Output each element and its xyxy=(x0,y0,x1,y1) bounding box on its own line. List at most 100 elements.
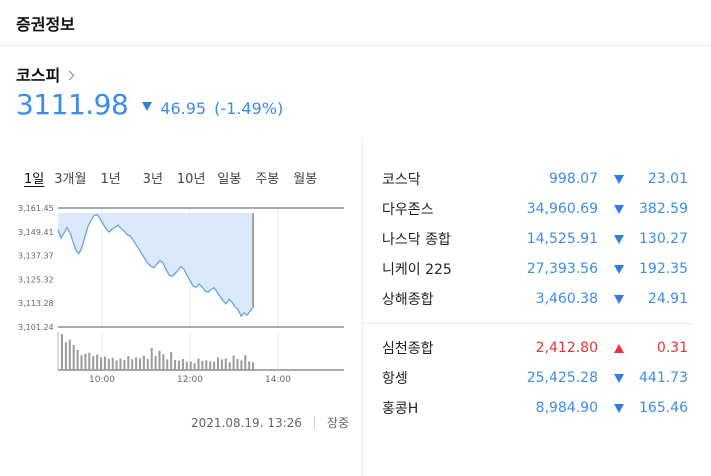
volume-bar xyxy=(228,362,231,370)
market-name[interactable]: 다우존스 xyxy=(382,202,434,218)
market-name[interactable]: 상해종합 xyxy=(382,292,434,308)
volume-bar xyxy=(166,359,169,370)
period-tabs: 1일 3개월 1년 3년 10년 일봉 주봉 월봉 xyxy=(24,168,317,187)
market-name[interactable]: 홍콩H xyxy=(382,401,419,417)
market-value: 3,460.38 xyxy=(535,291,598,307)
y-tick-label: 3,161.45 xyxy=(18,204,54,213)
column-divider xyxy=(362,138,363,476)
volume-bar xyxy=(72,345,75,370)
market-name[interactable]: 니케이 225 xyxy=(382,262,452,278)
market-row[interactable]: 나스닥 종합 14,525.91 130.27 xyxy=(382,224,692,254)
volume-bar xyxy=(142,355,145,370)
market-row[interactable]: 상해종합 3,460.38 24.91 xyxy=(382,284,692,314)
down-arrow-icon xyxy=(614,174,624,184)
volume-bar xyxy=(232,355,235,370)
market-list: 코스닥 998.07 23.01 다우존스 34,960.69 382.59 나스닥 종합 1… xyxy=(362,164,692,423)
market-change: 24.91 xyxy=(598,291,692,307)
volume-bar xyxy=(123,359,126,370)
market-name[interactable]: 심천종합 xyxy=(382,341,434,357)
volume-bar xyxy=(100,357,102,370)
volume-bar xyxy=(111,358,114,370)
volume-bar xyxy=(61,334,63,370)
market-change-value: 192.35 xyxy=(639,261,688,277)
volume-bar xyxy=(92,356,95,370)
index-change: 46.95 xyxy=(160,99,207,118)
y-tick-label: 3,125.32 xyxy=(18,275,54,284)
market-change: 165.46 xyxy=(598,400,692,416)
volume-bar xyxy=(107,359,110,370)
market-name[interactable]: 나스닥 종합 xyxy=(382,232,451,248)
volume-bar xyxy=(244,355,247,370)
volume-bar xyxy=(131,359,134,370)
intraday-chart: 3,161.45 3,149.41 3,137.37 3,125.32 3,113.28… xyxy=(10,196,350,386)
y-tick-label: 3,113.28 xyxy=(18,299,54,308)
volume-bar xyxy=(103,356,106,370)
index-price-row: 3111.98 46.95 (-1.49%) xyxy=(16,88,283,121)
market-change-value: 24.91 xyxy=(647,291,688,307)
market-row[interactable]: 홍콩H 8,984.90 165.46 xyxy=(382,393,692,423)
index-link[interactable]: 코스피 xyxy=(16,62,75,86)
market-row[interactable]: 코스닥 998.07 23.01 xyxy=(382,164,692,194)
tab-2[interactable]: 1년 xyxy=(100,172,121,187)
market-name[interactable]: 항셍 xyxy=(382,371,408,387)
volume-bar xyxy=(236,359,239,370)
volume-bar xyxy=(178,360,180,370)
chart-footer: 2021.08.19. 13:26 장중 xyxy=(191,414,349,431)
volume-bar xyxy=(205,360,208,370)
volume-bar xyxy=(224,358,227,370)
market-value: 34,960.69 xyxy=(526,201,598,217)
down-arrow-icon xyxy=(614,204,624,214)
tab-5[interactable]: 일봉 xyxy=(217,172,242,187)
market-row[interactable]: 심천종합 2,412.80 0.31 xyxy=(382,333,692,363)
market-change-value: 382.59 xyxy=(639,201,688,217)
market-row[interactable]: 항셍 25,425.28 441.73 xyxy=(382,363,692,393)
market-value: 2,412.80 xyxy=(535,340,598,356)
tab-1[interactable]: 3개월 xyxy=(54,172,87,187)
volume-bar xyxy=(146,359,149,370)
down-arrow-icon xyxy=(142,102,153,111)
market-change: 192.35 xyxy=(598,261,692,277)
volume-bar xyxy=(139,358,141,370)
market-change: 130.27 xyxy=(598,231,692,247)
chevron-right-icon xyxy=(64,70,75,80)
volume-bar xyxy=(193,363,196,370)
volume-bar xyxy=(197,358,200,370)
market-change-value: 441.73 xyxy=(639,370,688,386)
market-row[interactable]: 니케이 225 27,393.56 192.35 xyxy=(382,254,692,284)
footer-separator xyxy=(313,416,315,429)
volume-bar xyxy=(84,353,87,370)
x-tick-label: 12:00 xyxy=(177,375,203,385)
tab-3[interactable]: 3년 xyxy=(142,172,163,187)
market-change-value: 23.01 xyxy=(647,171,688,187)
volume-bar xyxy=(88,352,91,370)
market-change: 441.73 xyxy=(598,370,692,386)
market-value: 14,525.91 xyxy=(526,231,598,247)
market-value: 998.07 xyxy=(549,171,598,187)
index-price: 3111.98 xyxy=(16,88,129,121)
tab-0[interactable]: 1일 xyxy=(24,172,45,187)
index-change-percent: (-1.49%) xyxy=(214,99,284,118)
down-arrow-icon xyxy=(614,403,624,413)
group-divider xyxy=(362,323,692,324)
market-status: 장중 xyxy=(326,416,349,430)
market-name[interactable]: 코스닥 xyxy=(382,172,421,188)
market-value: 8,984.90 xyxy=(535,400,598,416)
market-change: 23.01 xyxy=(598,171,692,187)
market-value: 27,393.56 xyxy=(526,261,598,277)
index-name[interactable]: 코스피 xyxy=(16,66,61,85)
volume-bar xyxy=(220,359,223,370)
volume-bar xyxy=(68,339,71,370)
volume-bar xyxy=(170,352,173,370)
market-change-value: 165.46 xyxy=(639,400,688,416)
market-row[interactable]: 다우존스 34,960.69 382.59 xyxy=(382,194,692,224)
volume-bar xyxy=(209,361,212,370)
tab-6[interactable]: 주봉 xyxy=(255,172,280,187)
volume-bar xyxy=(174,359,177,370)
down-arrow-icon xyxy=(614,294,624,304)
volume-bar xyxy=(76,349,79,370)
tab-4[interactable]: 10년 xyxy=(176,172,206,187)
market-change: 0.31 xyxy=(598,340,692,356)
chart-svg: 3,161.45 3,149.41 3,137.37 3,125.32 3,113.28… xyxy=(18,204,344,385)
tab-7[interactable]: 월봉 xyxy=(293,172,318,187)
volume-bar xyxy=(119,358,122,370)
